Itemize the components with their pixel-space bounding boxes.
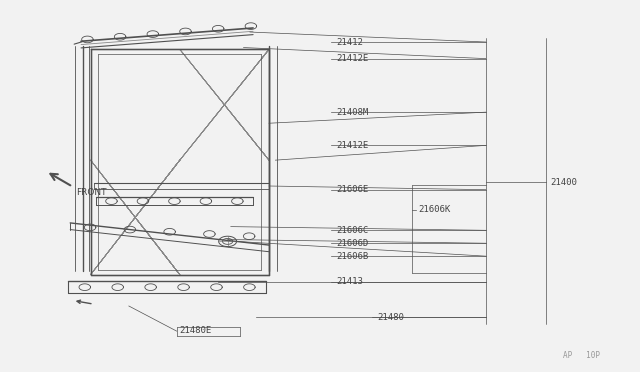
Text: 21412E: 21412E	[336, 54, 368, 63]
Text: 21480E: 21480E	[180, 326, 212, 335]
Text: 21606C: 21606C	[336, 226, 368, 235]
Text: AP   10P: AP 10P	[563, 351, 600, 360]
Text: 21413: 21413	[336, 278, 363, 286]
Text: 21412: 21412	[336, 38, 363, 46]
Text: 21480: 21480	[378, 312, 404, 321]
Text: 21408M: 21408M	[336, 108, 368, 117]
Text: 21606E: 21606E	[336, 185, 368, 194]
Text: 21400: 21400	[550, 178, 577, 187]
Text: FRONT: FRONT	[77, 188, 107, 197]
Text: 21606B: 21606B	[336, 251, 368, 261]
Text: 21412E: 21412E	[336, 141, 368, 150]
Text: 21606K: 21606K	[419, 205, 451, 215]
Text: 21606D: 21606D	[336, 239, 368, 248]
